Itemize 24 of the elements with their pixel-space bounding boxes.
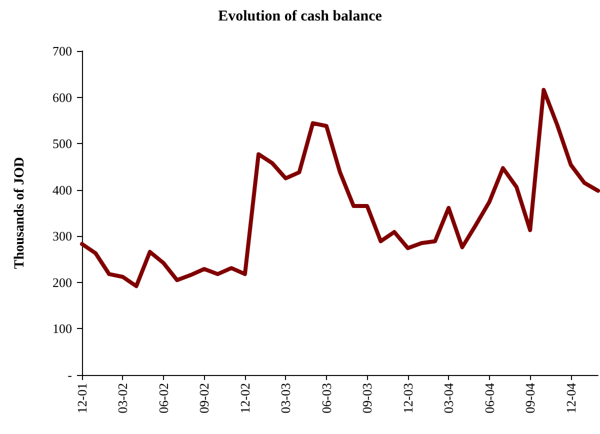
x-tick-label: 12-03: [400, 383, 416, 414]
x-tick-label: 09-04: [522, 382, 538, 414]
x-tick-label: 12-02: [237, 383, 252, 414]
x-tick-label: 03-04: [441, 382, 456, 414]
x-tick-label: 06-04: [482, 382, 497, 414]
x-tick-label: 12-01: [74, 383, 90, 414]
x-tick-label: 03-02: [115, 383, 130, 414]
chart-title: Evolution of cash balance: [218, 8, 382, 24]
y-tick-label: 700: [52, 44, 72, 58]
x-tick-label: 06-03: [318, 383, 334, 414]
x-tick-label: 12-04: [563, 382, 578, 414]
x-tick-label: 03-03: [278, 383, 294, 414]
y-tick-label: 200: [52, 274, 72, 290]
y-tick-label: 500: [52, 136, 72, 152]
y-tick-label: 100: [52, 321, 72, 336]
x-tick-label: 09-02: [196, 383, 212, 414]
y-axis-title: Thousands of JOD: [12, 156, 28, 270]
y-tick-label: 400: [52, 182, 72, 198]
y-tick-label: 300: [52, 228, 72, 244]
x-tick-label: 06-02: [156, 383, 171, 414]
y-tick-label: -: [68, 368, 72, 382]
x-tick-label: 09-03: [360, 383, 375, 414]
line-series: [80, 88, 600, 288]
y-tick-label: 600: [52, 90, 72, 105]
